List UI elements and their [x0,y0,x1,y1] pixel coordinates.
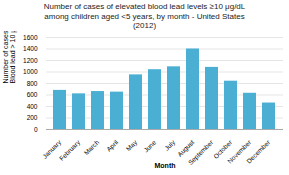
svg-text:1600: 1600 [23,33,38,40]
svg-text:September: September [187,137,216,166]
svg-text:July: July [163,138,177,152]
svg-text:1200: 1200 [23,56,38,63]
svg-text:February: February [58,138,83,163]
svg-text:0: 0 [34,125,38,132]
svg-text:1000: 1000 [23,68,38,75]
svg-text:December: December [245,137,272,164]
svg-text:October: October [211,138,234,160]
svg-text:800: 800 [27,79,38,86]
svg-text:Month: Month [155,161,176,168]
html-text:Number of cases of elevated bl: Number of cases of elevated blood lead l… [43,2,246,30]
svg-text:April: April [105,138,120,153]
svg-text:May: May [125,138,140,153]
svg-text:200: 200 [27,114,38,121]
svg-text:Number of cases ofBlood lead >: Number of cases ofBlood lead > 10 μg/dl [2,31,17,84]
svg-text:400: 400 [27,102,38,109]
svg-text:November: November [226,138,253,165]
svg-text:June: June [142,138,157,153]
svg-text:January: January [40,138,63,160]
svg-text:600: 600 [27,91,38,98]
svg-text:March: March [82,138,100,156]
svg-text:1400: 1400 [23,45,38,52]
svg-text:August: August [175,138,196,158]
